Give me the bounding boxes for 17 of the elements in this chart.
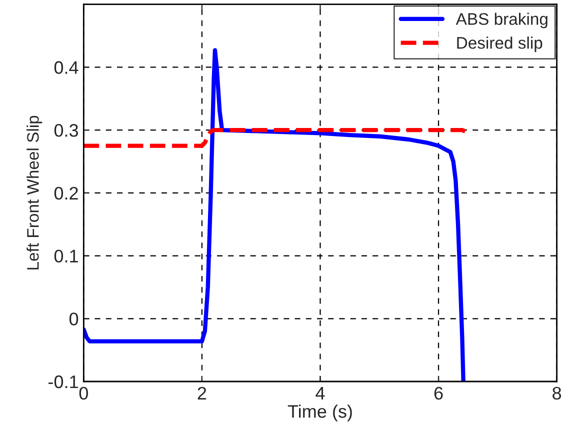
line-series (84, 128, 468, 148)
y-tick-label: 0.1 (54, 250, 78, 263)
x-tick-label: 6 (434, 386, 443, 400)
line-series (84, 48, 466, 382)
y-tick-label: 0 (69, 312, 78, 326)
y-tick-label: 0.4 (54, 61, 78, 74)
y-tick-label: 0.2 (54, 186, 78, 200)
legend-label: ABS braking (456, 12, 548, 28)
x-tick-label: 2 (198, 386, 206, 400)
y-tick-label: -0.1 (48, 375, 78, 388)
legend-label: Desired slip (457, 36, 542, 52)
x-tick-label: 8 (552, 386, 562, 400)
x-tick-label: 4 (316, 387, 325, 400)
y-tick-label: 0.3 (54, 124, 78, 137)
y-axis-title: Left Front Wheel Slip (26, 116, 42, 270)
x-axis-title: Time (s) (288, 404, 352, 422)
x-tick-label: 0 (79, 386, 88, 400)
